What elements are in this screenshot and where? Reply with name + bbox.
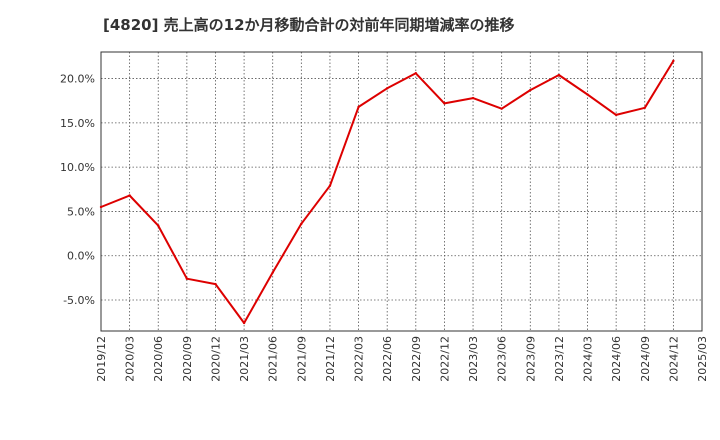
x-tick-label: 2024/06 [610,336,623,382]
y-tick-label: 20.0% [60,73,95,86]
y-tick-label: 0.0% [67,250,95,263]
x-tick-label: 2024/03 [582,336,595,382]
data-point [128,194,131,197]
x-tick-label: 2023/12 [553,336,566,382]
x-tick-label: 2023/06 [496,336,509,382]
data-point [328,184,332,187]
data-point [643,106,646,110]
x-tick-label: 2024/12 [667,336,680,382]
y-tick-label: 10.0% [60,161,95,174]
data-point [300,222,303,226]
data-point [529,88,532,92]
x-tick-label: 2023/03 [467,336,480,382]
data-point [586,93,589,96]
x-tick-label: 2022/12 [438,336,451,382]
x-tick-label: 2021/06 [267,336,280,382]
x-tick-label: 2019/12 [95,336,108,382]
x-tick-label: 2021/09 [295,336,308,382]
x-tick-label: 2021/03 [238,336,251,382]
data-point [614,113,618,117]
data-point [157,224,160,227]
data-point [99,205,103,209]
x-tick-label: 2025/03 [696,336,709,382]
x-tick-label: 2020/03 [124,336,137,382]
data-point [500,107,503,110]
data-point [385,87,389,90]
x-tick-label: 2023/09 [524,336,537,382]
data-point [185,277,189,280]
y-tick-label: -5.0% [63,294,95,307]
x-tick-label: 2020/12 [209,336,222,382]
data-point [672,59,675,63]
data-point [443,102,446,105]
data-point [471,96,475,100]
x-tick-label: 2022/03 [353,336,366,382]
data-point [557,73,561,77]
plot-frame [100,51,703,332]
x-tick-label: 2020/06 [152,336,165,382]
data-point [357,105,360,109]
y-tick-label: 5.0% [67,205,95,218]
data-point [214,282,217,286]
x-tick-label: 2022/09 [410,336,423,382]
x-tick-label: 2020/09 [181,336,194,382]
x-tick-label: 2021/12 [324,336,337,382]
data-point [271,271,274,274]
chart-title: [4820] 売上高の12か月移動合計の対前年同期増減率の推移 [103,16,515,34]
data-point [414,72,418,75]
data-point [242,321,246,325]
y-tick-label: 15.0% [60,117,95,130]
x-tick-label: 2024/09 [639,336,652,382]
x-tick-label: 2022/06 [381,336,394,382]
